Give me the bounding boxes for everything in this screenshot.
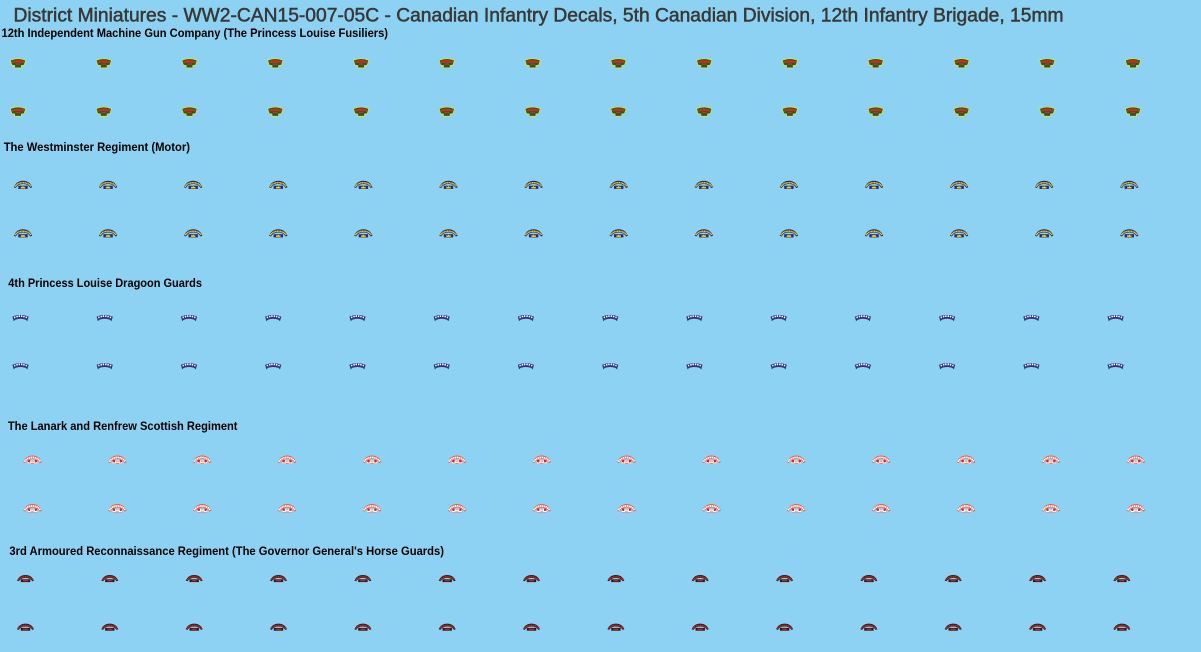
- svg-text:The Westminster Regiment (Moto: The Westminster Regiment (Motor): [4, 140, 190, 154]
- svg-text:The Lanark and Renfrew Scottis: The Lanark and Renfrew Scottish Regiment: [8, 419, 238, 433]
- svg-text:District Miniatures - WW2-CAN1: District Miniatures - WW2-CAN15-007-05C …: [14, 6, 1064, 27]
- svg-text:12th Independent Machine Gun C: 12th Independent Machine Gun Company (Th…: [2, 26, 389, 40]
- svg-text:4th Princess Louise Dragoon Gu: 4th Princess Louise Dragoon Guards: [8, 276, 202, 290]
- svg-text:3rd Armoured Reconnaissance Re: 3rd Armoured Reconnaissance Regiment (Th…: [9, 544, 444, 558]
